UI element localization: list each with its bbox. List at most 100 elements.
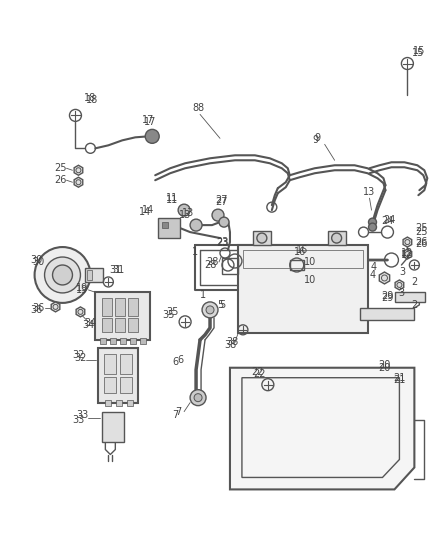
Polygon shape xyxy=(403,249,412,259)
Text: 15: 15 xyxy=(413,45,426,55)
Bar xyxy=(85,268,103,282)
Circle shape xyxy=(53,265,72,285)
Text: 22: 22 xyxy=(251,367,264,377)
Text: 25: 25 xyxy=(415,227,427,237)
Bar xyxy=(95,292,150,340)
Text: 4: 4 xyxy=(369,270,375,280)
Text: 13: 13 xyxy=(182,208,194,218)
Bar xyxy=(115,318,125,332)
Bar xyxy=(104,377,117,393)
Text: 14: 14 xyxy=(142,205,154,215)
Circle shape xyxy=(202,302,218,318)
Bar xyxy=(88,270,92,280)
Text: 5: 5 xyxy=(219,300,225,310)
Bar xyxy=(106,400,111,406)
Text: 14: 14 xyxy=(139,207,152,217)
Bar xyxy=(102,298,112,316)
Bar xyxy=(253,231,271,245)
Text: 5: 5 xyxy=(217,300,223,310)
Text: 26: 26 xyxy=(415,237,427,247)
Text: 9: 9 xyxy=(313,135,319,146)
Text: 16: 16 xyxy=(293,247,306,257)
Text: 21: 21 xyxy=(393,373,406,383)
Bar xyxy=(289,272,294,278)
Text: 18: 18 xyxy=(86,95,99,106)
Text: 10: 10 xyxy=(304,257,316,267)
Circle shape xyxy=(145,130,159,143)
Text: 2: 2 xyxy=(411,300,417,310)
Text: 35: 35 xyxy=(166,307,178,317)
Text: 3: 3 xyxy=(398,288,404,298)
Text: 20: 20 xyxy=(378,363,391,373)
Bar xyxy=(100,338,106,344)
Text: 17: 17 xyxy=(142,115,155,125)
Text: 15: 15 xyxy=(412,47,424,58)
Text: 38: 38 xyxy=(226,337,238,347)
Text: 23: 23 xyxy=(216,237,228,247)
Text: 27: 27 xyxy=(216,197,228,207)
Bar xyxy=(127,400,133,406)
Circle shape xyxy=(178,204,190,216)
Circle shape xyxy=(212,209,224,221)
Circle shape xyxy=(45,257,81,293)
Text: 18: 18 xyxy=(84,93,96,103)
Text: 29: 29 xyxy=(381,293,394,303)
Text: 6: 6 xyxy=(172,357,178,367)
Text: 36: 36 xyxy=(32,303,45,313)
Text: 2: 2 xyxy=(411,277,417,287)
Circle shape xyxy=(368,223,377,231)
Circle shape xyxy=(219,217,229,227)
Polygon shape xyxy=(395,280,404,290)
Bar xyxy=(243,250,363,268)
Text: 8: 8 xyxy=(197,103,203,114)
Text: 19: 19 xyxy=(76,285,88,295)
Text: 32: 32 xyxy=(72,350,85,360)
Bar xyxy=(360,308,414,320)
Bar xyxy=(222,258,238,274)
Polygon shape xyxy=(74,177,83,187)
Text: 7: 7 xyxy=(175,407,181,417)
Polygon shape xyxy=(230,368,414,489)
Bar xyxy=(104,354,117,374)
Text: 25: 25 xyxy=(54,163,67,173)
Bar xyxy=(290,260,304,270)
Bar xyxy=(117,400,122,406)
Text: 20: 20 xyxy=(378,360,391,370)
Circle shape xyxy=(206,306,214,314)
Text: 30: 30 xyxy=(32,257,45,267)
Text: 1: 1 xyxy=(192,247,198,257)
Text: 30: 30 xyxy=(31,255,43,265)
Text: 24: 24 xyxy=(383,215,396,225)
Text: 21: 21 xyxy=(393,375,406,385)
Bar xyxy=(120,354,132,374)
Text: 33: 33 xyxy=(72,415,85,425)
Polygon shape xyxy=(74,165,83,175)
Bar xyxy=(162,222,168,228)
Bar xyxy=(140,338,146,344)
Text: 9: 9 xyxy=(314,133,321,143)
Bar xyxy=(110,338,117,344)
Text: 22: 22 xyxy=(254,369,266,379)
Text: 12: 12 xyxy=(401,248,413,258)
Text: 11: 11 xyxy=(166,193,178,203)
Text: 34: 34 xyxy=(84,318,96,328)
Text: 38: 38 xyxy=(224,340,236,350)
Text: 3: 3 xyxy=(399,267,406,277)
Text: 29: 29 xyxy=(381,291,394,301)
Text: 17: 17 xyxy=(144,117,156,127)
Circle shape xyxy=(368,218,377,226)
Text: 13: 13 xyxy=(179,210,191,220)
Text: 35: 35 xyxy=(162,310,174,320)
Bar xyxy=(130,338,136,344)
Text: 31: 31 xyxy=(109,265,121,275)
Text: 28: 28 xyxy=(204,260,216,270)
Text: 11: 11 xyxy=(166,195,178,205)
Polygon shape xyxy=(51,302,60,312)
Text: 4: 4 xyxy=(371,262,377,272)
Text: 23: 23 xyxy=(216,238,228,248)
Circle shape xyxy=(194,394,202,402)
Circle shape xyxy=(190,390,206,406)
Text: 6: 6 xyxy=(177,355,183,365)
Text: 16: 16 xyxy=(296,245,308,255)
Bar xyxy=(99,348,138,402)
